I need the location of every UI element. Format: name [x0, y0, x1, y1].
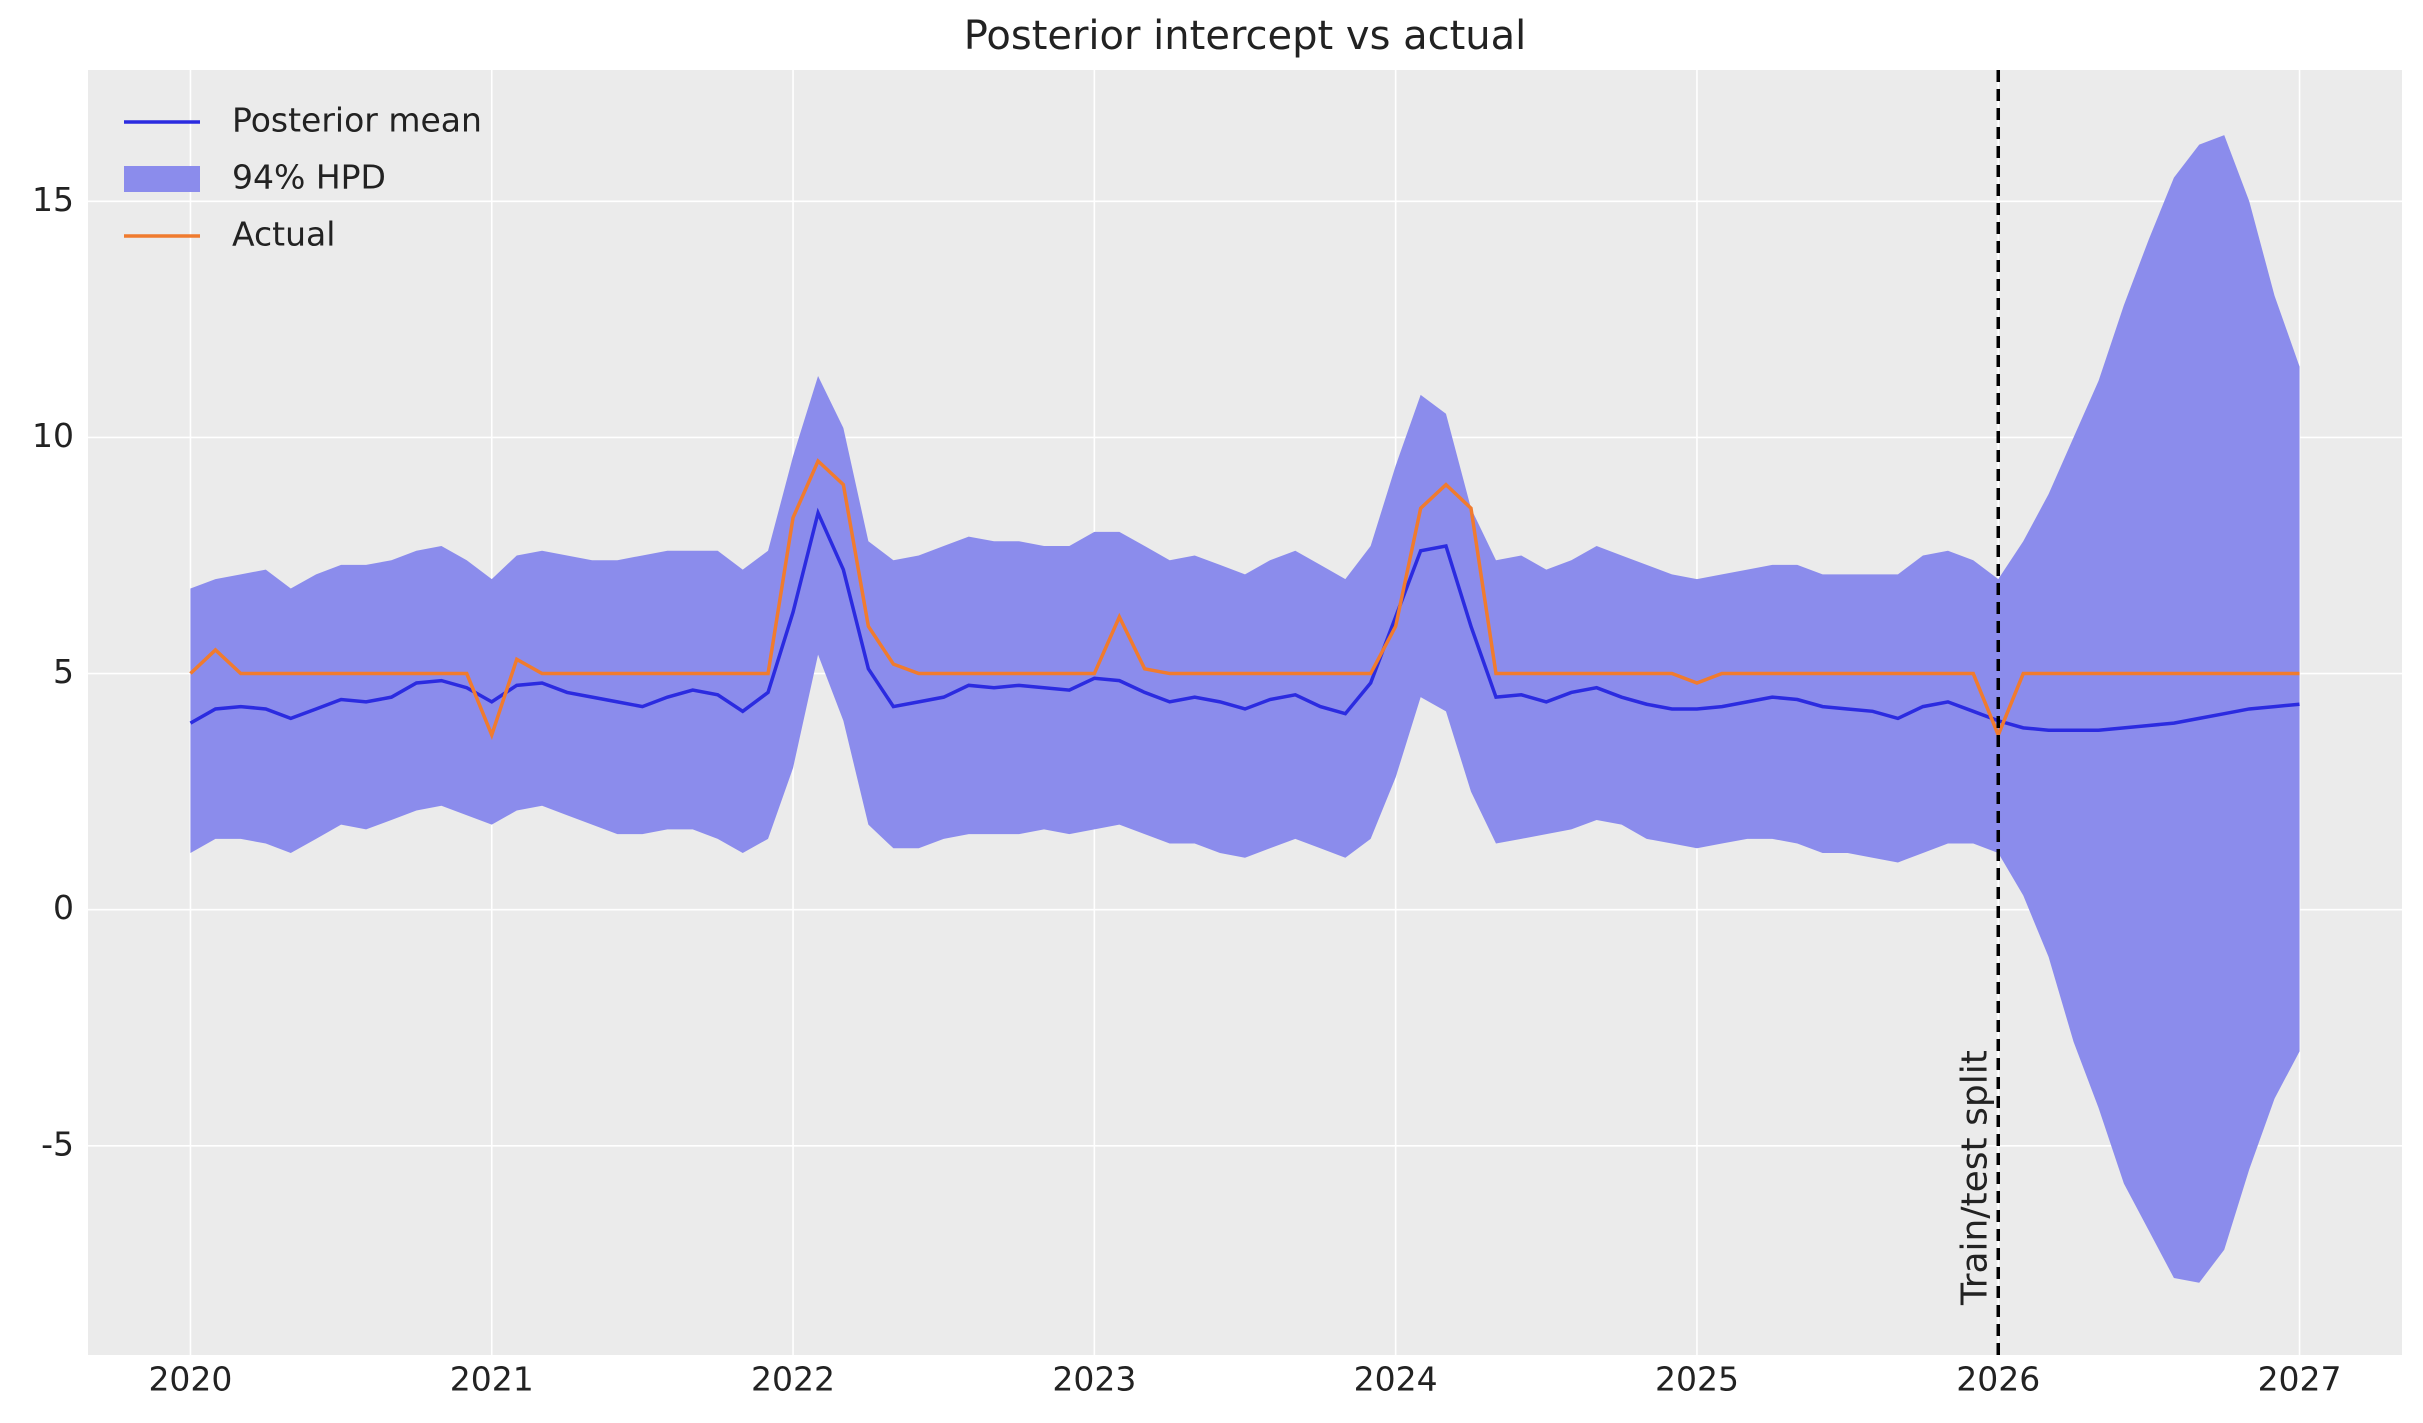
x-tick-label: 2023 — [1052, 1360, 1136, 1399]
x-tick-label: 2021 — [450, 1360, 534, 1399]
y-tick-label: 10 — [32, 416, 74, 455]
y-tick-label: -5 — [41, 1124, 74, 1163]
y-tick-label: 5 — [53, 652, 74, 691]
x-tick-label: 2020 — [148, 1360, 232, 1399]
split-label: Train/test split — [1954, 1050, 1995, 1306]
legend-label: Actual — [232, 215, 335, 254]
x-tick-label: 2024 — [1354, 1360, 1438, 1399]
legend-swatch — [124, 166, 200, 192]
legend-label: Posterior mean — [232, 101, 482, 140]
series-line — [189, 458, 2300, 740]
x-tick-label: 2022 — [751, 1360, 835, 1399]
x-tick-label: 2025 — [1655, 1360, 1739, 1399]
chart-title: Posterior intercept vs actual — [964, 13, 1527, 59]
y-tick-label: 0 — [53, 888, 74, 927]
x-tick-label: 2027 — [2258, 1360, 2342, 1399]
legend-label: 94% HPD — [232, 158, 386, 197]
series-line — [189, 507, 2300, 732]
y-tick-label: 15 — [32, 180, 74, 219]
x-tick-label: 2026 — [1956, 1360, 2040, 1399]
